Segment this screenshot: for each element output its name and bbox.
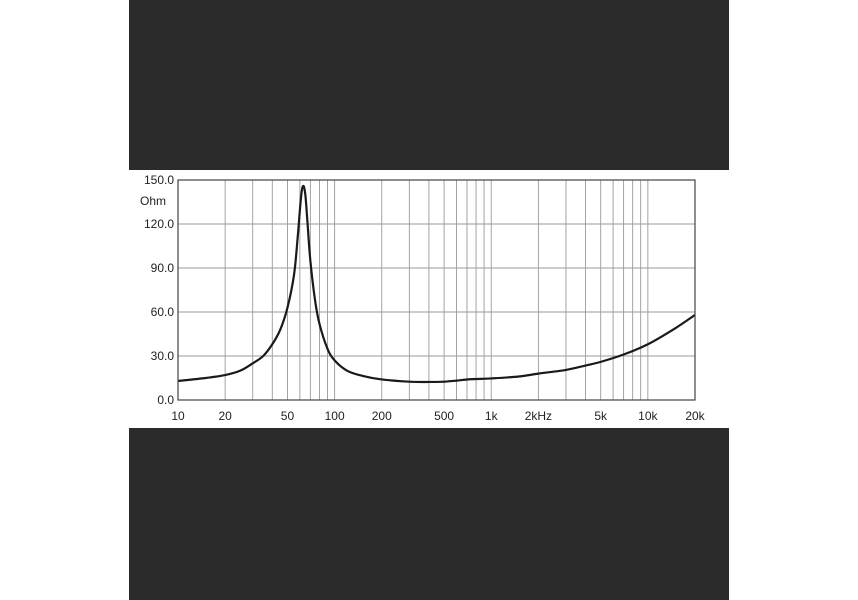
y-tick-labels: 0.0 30.0 60.0 90.0 120.0 150.0 (144, 173, 174, 407)
y-tick-label: 60.0 (151, 305, 175, 319)
y-tick-label: 150.0 (144, 173, 174, 187)
y-tick-label: 0.0 (157, 393, 174, 407)
y-axis-label: Ohm (140, 194, 166, 208)
curve-layer (177, 184, 696, 384)
x-tick-label: 500 (434, 409, 454, 423)
top-dark-band (129, 0, 729, 170)
impedance-chart: 0.0 30.0 60.0 90.0 120.0 150.0 10 20 50 100 200 50… (140, 173, 706, 423)
y-tick-label: 120.0 (144, 217, 174, 231)
x-tick-label: 10k (638, 409, 658, 423)
x-tick-label: 200 (372, 409, 392, 423)
impedance-chart-panel: 0.0 30.0 60.0 90.0 120.0 150.0 10 20 50 100 200 50… (129, 170, 729, 428)
impedance-curve (177, 184, 696, 384)
x-tick-labels: 10 20 50 100 200 500 1k 2kHz 5k 10k 20k (171, 409, 705, 423)
x-tick-label: 20k (685, 409, 705, 423)
x-tick-label: 2kHz (525, 409, 552, 423)
y-tick-label: 30.0 (151, 349, 175, 363)
x-tick-label: 100 (325, 409, 345, 423)
bottom-dark-band (129, 428, 729, 600)
y-tick-label: 90.0 (151, 261, 175, 275)
plot-frame (177, 179, 696, 401)
x-tick-label: 5k (594, 409, 608, 423)
x-tick-label: 10 (171, 409, 185, 423)
x-tick-label: 1k (485, 409, 499, 423)
x-tick-label: 50 (281, 409, 295, 423)
plot-background (178, 180, 695, 400)
x-tick-label: 20 (218, 409, 232, 423)
